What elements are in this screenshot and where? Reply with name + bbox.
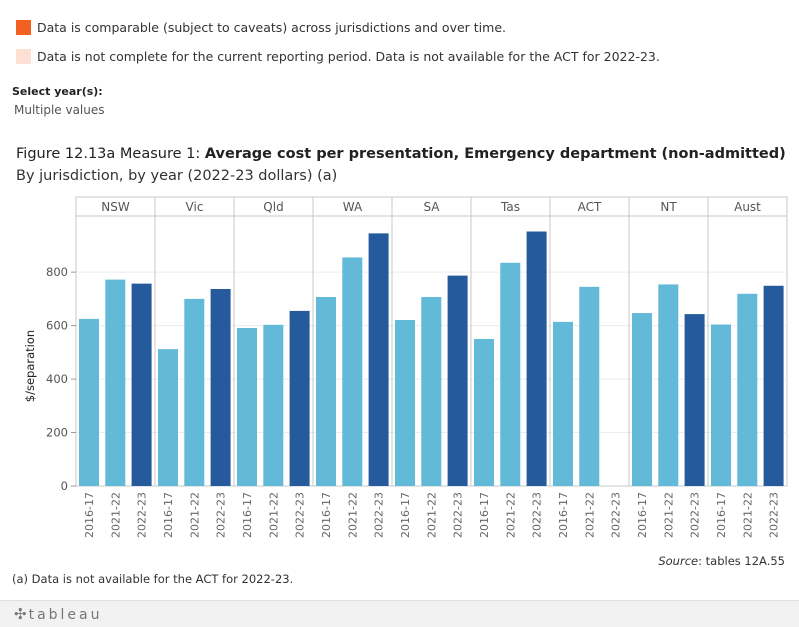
year-filter-label: Select year(s): bbox=[12, 85, 103, 98]
footer-bar: ✣ tableau bbox=[0, 600, 799, 627]
x-tick-label: 2022-23 bbox=[689, 492, 702, 538]
x-tick-label: 2022-23 bbox=[294, 492, 307, 538]
x-tick-label: 2021-22 bbox=[583, 492, 596, 538]
x-tick-label: 2016-17 bbox=[83, 492, 96, 538]
x-tick-label: 2016-17 bbox=[478, 492, 491, 538]
x-tick-label: 2021-22 bbox=[662, 492, 675, 538]
x-tick-label: 2022-23 bbox=[452, 492, 465, 538]
x-tick-label: 2022-23 bbox=[136, 492, 149, 538]
bar-nsw-2022-23 bbox=[131, 283, 152, 486]
panel-header-tas: Tas bbox=[500, 200, 520, 214]
bar-aust-2016-17 bbox=[711, 324, 731, 486]
bar-qld-2016-17 bbox=[237, 328, 257, 486]
bar-tas-2021-22 bbox=[500, 262, 521, 486]
bar-qld-2021-22 bbox=[263, 324, 284, 486]
panel-header-nsw: NSW bbox=[101, 200, 130, 214]
year-filter-value[interactable]: Multiple values bbox=[14, 103, 105, 117]
figure-title-main: Average cost per presentation, Emergency… bbox=[204, 146, 786, 162]
bar-nt-2022-23 bbox=[684, 314, 705, 486]
x-tick-label: 2021-22 bbox=[425, 492, 438, 538]
bar-nt-2016-17 bbox=[632, 313, 652, 486]
legend-label: Data is comparable (subject to caveats) … bbox=[37, 20, 506, 35]
bar-wa-2016-17 bbox=[316, 297, 336, 486]
bar-chart: 0 200 400 600 800 $/separation NSW 2016-17 2021-… bbox=[23, 196, 788, 538]
bar-nsw-2021-22 bbox=[105, 279, 126, 486]
bar-wa-2021-22 bbox=[342, 257, 363, 486]
bar-qld-2022-23 bbox=[289, 310, 310, 486]
x-tick-label: 2016-17 bbox=[557, 492, 570, 538]
y-tick-label: 400 bbox=[46, 372, 68, 386]
legend-swatch bbox=[16, 20, 31, 35]
panel-header-nt: NT bbox=[660, 200, 677, 214]
legend-swatch bbox=[16, 49, 31, 64]
x-tick-label: 2022-23 bbox=[373, 492, 386, 538]
y-tick-label: 600 bbox=[46, 319, 68, 333]
x-tick-label: 2022-23 bbox=[768, 492, 781, 538]
x-tick-label: 2016-17 bbox=[241, 492, 254, 538]
bar-act-2016-17 bbox=[553, 321, 573, 486]
figure-title-prefix: Figure 12.13a Measure 1: bbox=[16, 146, 205, 162]
bar-sa-2022-23 bbox=[447, 275, 468, 486]
y-tick-label: 200 bbox=[46, 426, 68, 440]
x-tick-label: 2016-17 bbox=[636, 492, 649, 538]
x-tick-label: 2021-22 bbox=[109, 492, 122, 538]
panel-header-wa: WA bbox=[343, 200, 363, 214]
bar-vic-2021-22 bbox=[184, 298, 205, 486]
panel-header-qld: Qld bbox=[263, 200, 283, 214]
bar-aust-2022-23 bbox=[763, 285, 784, 486]
bar-sa-2021-22 bbox=[421, 297, 442, 486]
bar-nt-2021-22 bbox=[658, 284, 679, 486]
x-tick-label: 2021-22 bbox=[188, 492, 201, 538]
legend-item-incomplete: Data is not complete for the current rep… bbox=[16, 49, 660, 64]
bar-aust-2021-22 bbox=[737, 293, 758, 486]
panel-header-aust: Aust bbox=[734, 200, 761, 214]
x-tick-label: 2016-17 bbox=[399, 492, 412, 538]
bar-vic-2022-23 bbox=[210, 288, 231, 486]
x-tick-label: 2021-22 bbox=[741, 492, 754, 538]
panel-header-act: ACT bbox=[578, 200, 602, 214]
x-tick-label: 2021-22 bbox=[346, 492, 359, 538]
footnote: (a) Data is not available for the ACT fo… bbox=[12, 572, 294, 586]
x-tick-label: 2016-17 bbox=[715, 492, 728, 538]
x-tick-label: 2016-17 bbox=[162, 492, 175, 538]
x-tick-label: 2016-17 bbox=[320, 492, 333, 538]
figure-title: Figure 12.13a Measure 1: Average cost pe… bbox=[16, 146, 786, 162]
x-tick-label: 2022-23 bbox=[531, 492, 544, 538]
panel-header-sa: SA bbox=[423, 200, 440, 214]
figure-subtitle: By jurisdiction, by year (2022-23 dollar… bbox=[16, 168, 338, 184]
source-text: : tables 12A.55 bbox=[698, 554, 785, 568]
x-tick-label: 2021-22 bbox=[267, 492, 280, 538]
bar-nsw-2016-17 bbox=[79, 318, 99, 486]
legend-item-comparable: Data is comparable (subject to caveats) … bbox=[16, 20, 506, 35]
y-tick-label: 0 bbox=[61, 479, 68, 493]
y-tick-label: 800 bbox=[46, 265, 68, 279]
bar-act-2021-22 bbox=[579, 286, 600, 486]
tableau-logo[interactable]: ✣ tableau bbox=[14, 605, 103, 623]
bar-tas-2022-23 bbox=[526, 231, 547, 486]
y-axis-label: $/separation bbox=[23, 330, 37, 402]
tableau-plus-icon: ✣ bbox=[14, 605, 27, 623]
bar-sa-2016-17 bbox=[395, 319, 415, 486]
source-note: Source: tables 12A.55 bbox=[658, 554, 785, 568]
x-tick-label: 2021-22 bbox=[504, 492, 517, 538]
source-label: Source bbox=[658, 554, 699, 568]
x-tick-label: 2022-23 bbox=[610, 492, 623, 538]
legend-label: Data is not complete for the current rep… bbox=[37, 49, 660, 64]
panel-header-vic: Vic bbox=[186, 200, 204, 214]
x-tick-label: 2022-23 bbox=[215, 492, 228, 538]
bar-vic-2016-17 bbox=[158, 349, 178, 486]
bar-wa-2022-23 bbox=[368, 233, 389, 486]
bar-tas-2016-17 bbox=[474, 338, 494, 486]
tableau-logo-text: tableau bbox=[28, 607, 103, 623]
